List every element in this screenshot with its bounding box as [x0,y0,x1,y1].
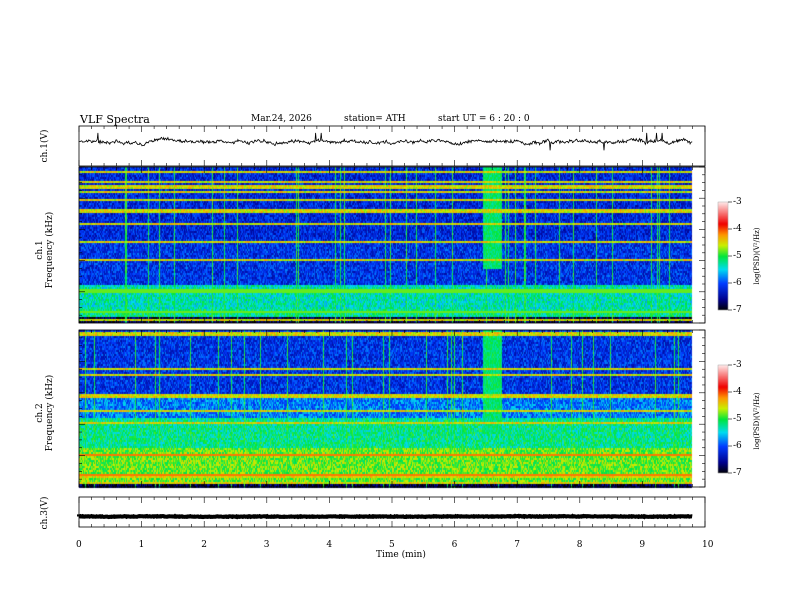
ch3-y-label: ch.3(V) [40,496,50,530]
frequency-label: Frequency (kHz) [45,211,55,289]
start-time-label: start UT = 6 : 20 : 0 [438,114,530,124]
x-tick-label: 2 [201,540,207,550]
x-tick-label: 10 [702,540,714,550]
station-label: station= ATH [344,114,406,124]
x-tick-label: 7 [514,540,520,550]
ch1-y-label: ch.1(V) [40,129,50,163]
figure-title: VLF Spectra [80,113,150,126]
ch2-label: ch.2 [35,403,45,423]
ch1-spectrogram-colorbar-tick-label: -5 [733,251,742,261]
ch1-spectrogram-colorbar-tick-label: -4 [733,224,742,234]
x-tick-label: 9 [639,540,646,550]
x-tick-label: 3 [263,540,270,550]
ch1-label: ch.1 [35,240,45,260]
ch2-spectrogram-colorbar-tick-label: -3 [733,360,742,370]
ch2-spectrogram-colorbar-tick-label: -7 [733,468,742,478]
ch1-spectrogram-colorbar [717,201,729,311]
ch2-spectrogram-colorbar-tick-label: -5 [733,414,742,424]
s2-frame [78,329,706,488]
ch3-waveform-line [77,513,693,520]
ch2-spectrogram-y-label: ch.2 Frequency (kHz) [35,373,55,453]
ch1-spectrogram-colorbar-tick-label: -3 [733,197,742,207]
ch1-spectrogram-y-label: ch.1 Frequency (kHz) [35,210,55,290]
x-tick-label: 8 [576,540,583,550]
x-tick-label: 4 [326,540,333,550]
x-tick-label: 6 [451,540,458,550]
s1-frame [78,166,706,324]
x-tick-label: 1 [138,540,145,550]
colorbar2-label: log(PSD)(V²/Hz) [753,392,761,450]
ch1-spectrogram-colorbar-tick-label: -7 [733,305,742,315]
ch1-spectrogram-colorbar-tick-label: -6 [733,278,742,288]
ch1-waveform-line [78,132,693,151]
x-tick-label: 0 [76,540,82,550]
ch2-spectrogram-colorbar-tick-label: -4 [733,387,742,397]
ch2-spectrogram-colorbar-tick-label: -6 [733,441,742,451]
x-axis-label: Time (min) [376,550,426,560]
colorbar1-label: log(PSD)(V²/Hz) [753,227,761,285]
frequency-label: Frequency (kHz) [45,374,55,452]
x-tick-label: 5 [389,540,395,550]
date-label: Mar.24, 2026 [251,114,312,124]
ch2-spectrogram-colorbar [717,364,729,474]
